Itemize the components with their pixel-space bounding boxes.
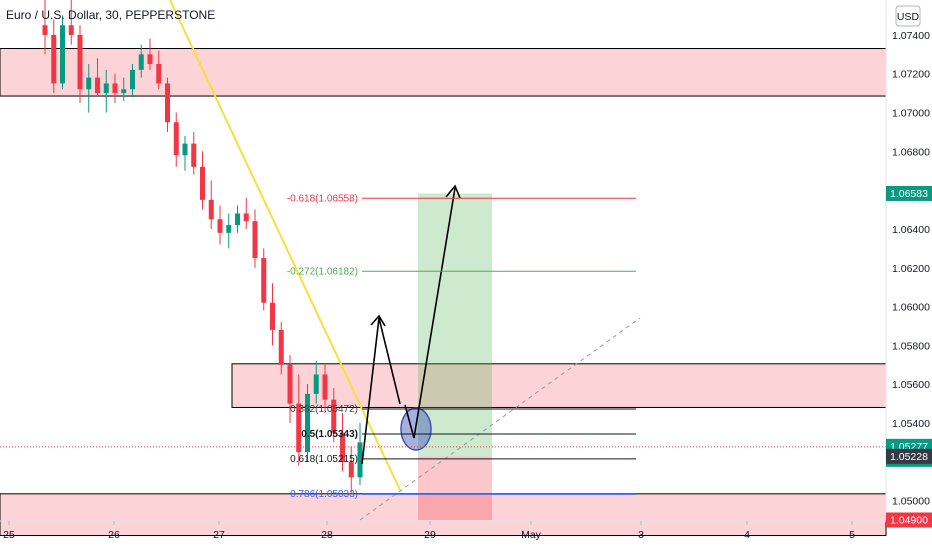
time-tick-label: 3: [638, 529, 644, 541]
candle-body: [86, 77, 92, 90]
candle-body: [191, 143, 197, 167]
candle-body: [322, 374, 328, 400]
price-tick-label: 1.06400: [892, 224, 930, 236]
price-tick-label: 1.06000: [892, 302, 930, 314]
projection-arrowhead-long: [445, 184, 461, 199]
candle-body: [173, 122, 179, 156]
price-tag-label: 1.04900: [890, 515, 928, 527]
price-tag-label: 1.06583: [890, 188, 928, 200]
time-tick-label: 25: [3, 529, 15, 541]
price-tick-label: 1.05800: [892, 340, 930, 352]
demand-zone-bottom[interactable]: [0, 493, 887, 537]
time-tick-label: 28: [321, 529, 333, 541]
candle-body: [182, 143, 188, 156]
fib-label: 0.382(1.05472): [290, 404, 358, 415]
projection-arrowhead-short: [370, 314, 386, 327]
fib-label: 0.5(1.05343): [301, 429, 358, 440]
chart-title: Euro / U.S. Dollar, 30, PEPPERSTONE: [6, 8, 215, 22]
candle-body: [112, 83, 118, 94]
candle-body: [235, 213, 240, 226]
candle-body: [305, 393, 310, 453]
candle-body: [348, 461, 354, 478]
candle-body: [226, 225, 232, 233]
candle-body: [270, 302, 275, 330]
price-tick-label: 1.07400: [892, 30, 930, 42]
price-tick-label: 1.07200: [892, 69, 930, 81]
time-tick-label: 29: [424, 529, 436, 541]
price-tag: [886, 448, 932, 464]
fib-label: -0.618(1.06558): [287, 193, 358, 204]
price-tick-label: 1.05600: [892, 379, 930, 391]
candle-body: [217, 219, 223, 233]
candle-body: [156, 64, 162, 84]
price-tick-label: 1.05400: [892, 418, 930, 430]
candle-body: [103, 83, 109, 94]
trendline-dashed[interactable]: [359, 317, 641, 521]
price-tick-label: 1.06200: [892, 263, 930, 275]
fib-layer[interactable]: -0.618(1.06558) -0.272(1.06182) 0.382(1.05…: [287, 193, 636, 500]
price-tick-label: 1.05000: [892, 496, 930, 508]
drawings-layer: [0, 0, 886, 521]
price-tag-label: 1.05228: [890, 451, 928, 463]
candle-body: [121, 89, 127, 94]
candle-body: [331, 399, 337, 433]
candle-body: [313, 374, 319, 394]
candle-body: [60, 25, 65, 84]
candle-body: [296, 403, 302, 453]
time-axis[interactable]: 25 26 27 28 29 May 3 4 5: [0, 520, 886, 541]
trendline-yellow[interactable]: [169, 0, 401, 491]
candle-body: [200, 166, 205, 200]
candle-body: [243, 213, 249, 222]
candle-body: [208, 199, 214, 220]
time-tick-label: 26: [108, 529, 120, 541]
candles-layer: [42, 0, 363, 495]
price-tag: [886, 185, 932, 201]
price-tick-label: 1.07000: [892, 108, 930, 120]
position-target-zone[interactable]: [418, 193, 492, 457]
candle-body: [138, 54, 144, 70]
candle-body: [51, 34, 57, 84]
supply-zone-middle[interactable]: [231, 363, 887, 408]
time-tick-label: 5: [849, 529, 855, 541]
price-tag: [886, 512, 932, 528]
candle-body: [165, 83, 170, 123]
candle-body: [77, 34, 83, 90]
time-tick-label: 4: [744, 529, 750, 541]
candle-body: [130, 69, 135, 90]
currency-button-label: USD: [897, 11, 920, 23]
zones-layer: [0, 48, 887, 537]
price-axis[interactable]: 1.074001.072001.070001.068001.066001.064…: [885, 0, 930, 520]
candle-body: [252, 221, 258, 259]
position-stop-zone[interactable]: [418, 456, 492, 520]
fib-label: 0.786(1.05033): [290, 489, 358, 500]
fib-label: 0.618(1.05215): [290, 454, 358, 465]
candle-body: [42, 25, 48, 35]
time-tick-label: May: [521, 529, 542, 541]
candle-body: [287, 364, 293, 404]
time-tick-label: 27: [213, 529, 225, 541]
projection-arrow-short[interactable]: [361, 317, 401, 465]
candle-body: [261, 258, 267, 303]
candle-body: [147, 54, 153, 65]
candle-body: [357, 442, 363, 478]
currency-button[interactable]: USD: [895, 5, 921, 27]
candle-body: [68, 25, 74, 35]
price-tick-label: 1.06800: [892, 146, 930, 158]
fib-label: -0.272(1.06182): [287, 266, 358, 277]
candle-body: [95, 77, 100, 94]
candle-body: [278, 329, 284, 365]
